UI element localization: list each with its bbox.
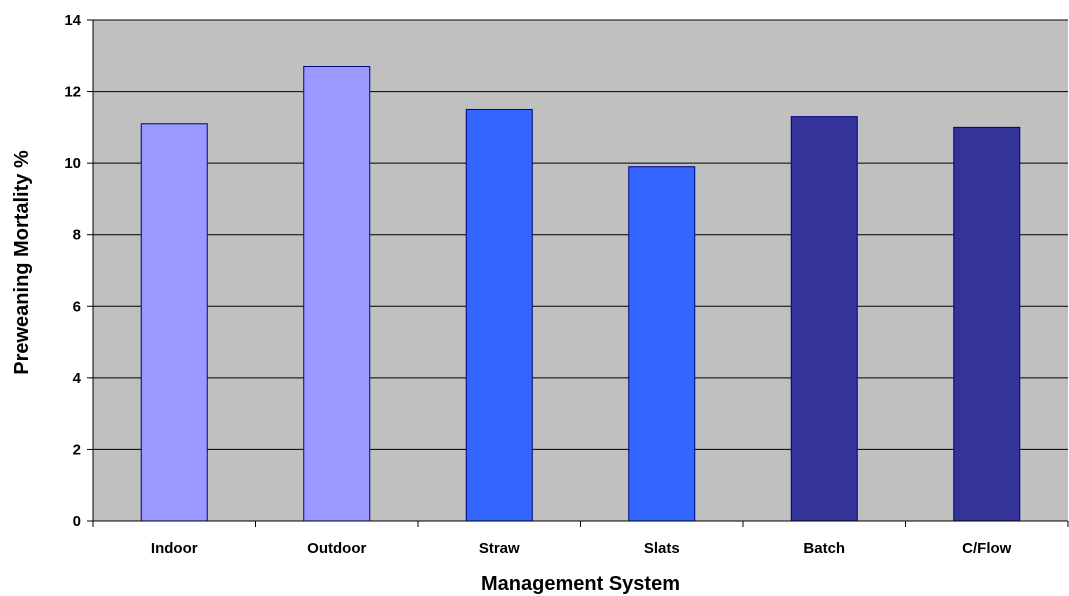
bar-outdoor bbox=[303, 66, 371, 522]
y-tick-label: 14 bbox=[64, 12, 81, 29]
y-tick-label: 8 bbox=[73, 227, 81, 244]
bar-straw bbox=[465, 108, 533, 522]
gridlines bbox=[93, 19, 1068, 450]
x-tick-label: Slats bbox=[644, 540, 680, 557]
bar-slats bbox=[628, 166, 696, 522]
y-tick-label: 2 bbox=[73, 441, 81, 458]
y-tick-label: 4 bbox=[73, 370, 82, 387]
x-tick-label: C/Flow bbox=[962, 540, 1011, 557]
axes bbox=[87, 19, 1069, 527]
y-tick-labels: 0 2 4 6 8 10 12 14 bbox=[64, 12, 81, 530]
plot-area bbox=[93, 20, 1068, 521]
y-tick-label: 12 bbox=[64, 84, 81, 101]
bar-c-flow bbox=[953, 126, 1021, 522]
x-axis-title: Management System bbox=[481, 573, 680, 595]
bar-indoor bbox=[140, 123, 208, 522]
bars bbox=[140, 66, 1021, 522]
y-axis-title: Preweaning Mortality % bbox=[11, 150, 33, 375]
x-tick-labels: Indoor Outdoor Straw Slats Batch C/Flow bbox=[151, 540, 1012, 557]
y-tick-label: 0 bbox=[73, 513, 81, 530]
x-tick-label: Indoor bbox=[151, 540, 198, 557]
y-tick-label: 6 bbox=[73, 298, 81, 315]
x-tick-label: Batch bbox=[803, 540, 845, 557]
y-tick-label: 10 bbox=[64, 155, 81, 172]
bar-batch bbox=[790, 116, 858, 522]
x-tick-label: Straw bbox=[479, 540, 520, 557]
x-tick-label: Outdoor bbox=[307, 540, 366, 557]
